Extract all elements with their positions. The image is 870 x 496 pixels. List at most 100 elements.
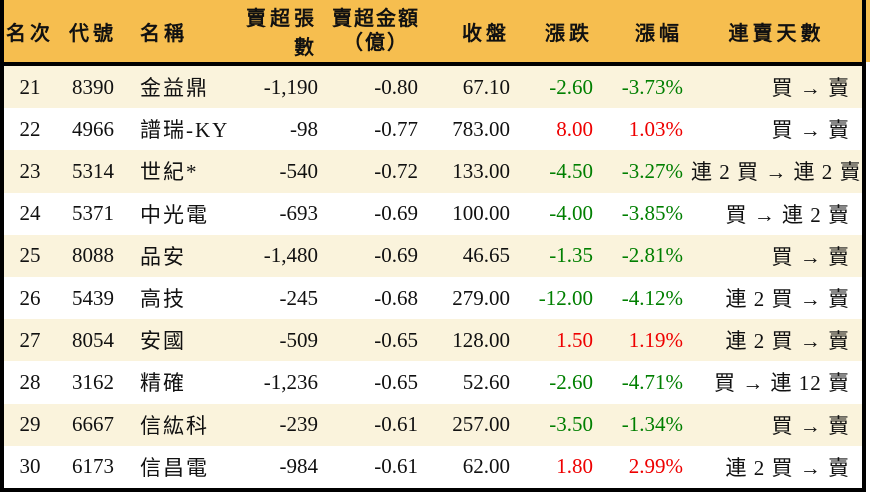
cell-name: 金益鼎 bbox=[140, 76, 209, 101]
cell-rank: 26 bbox=[19, 285, 41, 310]
cell-sell-volume: -1,480 bbox=[263, 243, 318, 268]
cell-close: 783.00 bbox=[452, 116, 510, 141]
cell-change: -4.50 bbox=[549, 158, 593, 183]
table-row: 25 8088 品安 -1,480 -0.69 46.65 -1.35 -2.8… bbox=[4, 234, 862, 277]
cell-streak: 連 2 買 → 賣 bbox=[725, 455, 850, 480]
table-row: 27 8054 安國 -509 -0.65 128.00 1.50 1.19% … bbox=[4, 319, 862, 362]
column-header-sell-amount-line1: 賣超金額 bbox=[332, 8, 420, 30]
table-row: 29 6667 信紘科 -239 -0.61 257.00 -3.50 -1.3… bbox=[4, 403, 862, 446]
table-row: 26 5439 高技 -245 -0.68 279.00 -12.00 -4.1… bbox=[4, 276, 862, 320]
cell-code: 4966 bbox=[72, 116, 114, 141]
cell-change: 1.50 bbox=[556, 327, 593, 352]
cell-close: 62.00 bbox=[462, 454, 510, 479]
cell-close: 257.00 bbox=[452, 412, 510, 437]
cell-change-pct: 1.03% bbox=[628, 116, 683, 141]
cell-close: 67.10 bbox=[462, 74, 510, 99]
cell-change: 1.80 bbox=[556, 454, 593, 479]
table-row: 21 8390 金益鼎 -1,190 -0.80 67.10 -2.60 -3.… bbox=[4, 66, 862, 109]
column-header-close: 收盤 bbox=[462, 22, 510, 45]
column-header-change-pct: 漲幅 bbox=[635, 22, 683, 45]
cell-rank: 22 bbox=[19, 116, 41, 141]
table-row: 24 5371 中光電 -693 -0.69 100.00 -4.00 -3.8… bbox=[4, 192, 862, 235]
cell-change: -1.35 bbox=[549, 243, 593, 268]
cell-streak: 連 2 買 → 連 2 賣 bbox=[691, 160, 862, 185]
cell-sell-volume: -239 bbox=[279, 412, 319, 437]
cell-sell-volume: -98 bbox=[290, 116, 318, 141]
column-header-rank: 名次 bbox=[6, 22, 54, 45]
cell-change-pct: 1.19% bbox=[628, 327, 683, 352]
cell-name: 世紀* bbox=[140, 160, 199, 185]
cell-streak: 買 → 賣 bbox=[771, 76, 850, 101]
cell-name: 中光電 bbox=[140, 202, 209, 227]
column-header-sell-amount: 賣超金額 （億） bbox=[326, 7, 426, 55]
cell-sell-amount: -0.61 bbox=[374, 412, 418, 437]
cell-sell-volume: -509 bbox=[279, 327, 319, 352]
cell-code: 8054 bbox=[72, 327, 114, 352]
cell-change-pct: -1.34% bbox=[621, 412, 683, 437]
column-header-name: 名稱 bbox=[140, 22, 188, 45]
cell-sell-amount: -0.68 bbox=[374, 285, 418, 310]
cell-close: 128.00 bbox=[452, 327, 510, 352]
cell-change-pct: -3.85% bbox=[621, 201, 683, 226]
cell-sell-volume: -984 bbox=[279, 454, 319, 479]
cell-streak: 連 2 買 → 賣 bbox=[725, 287, 850, 312]
cell-change: -12.00 bbox=[538, 285, 593, 310]
cell-code: 8088 bbox=[72, 243, 114, 268]
cell-name: 品安 bbox=[140, 244, 186, 269]
cell-rank: 25 bbox=[19, 243, 41, 268]
cell-close: 279.00 bbox=[452, 285, 510, 310]
cell-sell-amount: -0.61 bbox=[374, 454, 418, 479]
cell-code: 6667 bbox=[72, 412, 114, 437]
column-header-code: 代號 bbox=[69, 22, 117, 45]
cell-streak: 買 → 賣 bbox=[771, 413, 850, 438]
cell-name: 高技 bbox=[140, 287, 186, 312]
cell-rank: 27 bbox=[19, 327, 41, 352]
cell-sell-amount: -0.69 bbox=[374, 243, 418, 268]
cell-change: -4.00 bbox=[549, 201, 593, 226]
cell-streak: 連 2 買 → 賣 bbox=[725, 329, 850, 354]
cell-code: 5314 bbox=[72, 158, 114, 183]
table-row: 30 6173 信昌電 -984 -0.61 62.00 1.80 2.99% … bbox=[4, 445, 862, 488]
cell-rank: 24 bbox=[19, 201, 41, 226]
column-header-streak: 連賣天數 bbox=[728, 22, 825, 45]
column-header-sell-amount-line2: （億） bbox=[343, 32, 409, 54]
cell-streak: 買 → 賣 bbox=[771, 118, 850, 143]
cell-streak: 買 → 連 2 賣 bbox=[725, 202, 850, 227]
cell-change-pct: -3.73% bbox=[621, 74, 683, 99]
cell-sell-volume: -540 bbox=[279, 158, 319, 183]
cell-change: -3.50 bbox=[549, 412, 593, 437]
table-row: 23 5314 世紀* -540 -0.72 133.00 -4.50 -3.2… bbox=[4, 150, 862, 193]
cell-rank: 30 bbox=[19, 454, 41, 479]
cell-change-pct: -4.71% bbox=[621, 369, 683, 394]
cell-sell-amount: -0.65 bbox=[374, 369, 418, 394]
cell-close: 52.60 bbox=[462, 369, 510, 394]
cell-sell-amount: -0.69 bbox=[374, 201, 418, 226]
cell-change: -2.60 bbox=[549, 369, 593, 394]
cell-change: -2.60 bbox=[549, 74, 593, 99]
cell-rank: 21 bbox=[19, 74, 41, 99]
column-header-sell-volume: 賣超張數 bbox=[246, 8, 318, 59]
table-header-row: 名次 代號 名稱 賣超張數 賣超金額 （億） 收盤 漲跌 漲幅 連賣天數 bbox=[0, 0, 870, 62]
cell-name: 譜瑞-KY bbox=[140, 118, 230, 143]
column-header-change: 漲跌 bbox=[545, 22, 593, 45]
cell-close: 46.65 bbox=[462, 243, 510, 268]
cell-sell-amount: -0.77 bbox=[374, 116, 418, 141]
cell-change-pct: 2.99% bbox=[628, 454, 683, 479]
cell-change-pct: -3.27% bbox=[621, 158, 683, 183]
cell-sell-volume: -1,236 bbox=[263, 369, 318, 394]
cell-name: 信昌電 bbox=[140, 455, 209, 480]
cell-sell-volume: -693 bbox=[279, 201, 319, 226]
cell-change: 8.00 bbox=[556, 116, 593, 141]
cell-rank: 29 bbox=[19, 412, 41, 437]
cell-sell-volume: -245 bbox=[279, 285, 319, 310]
cell-name: 信紘科 bbox=[140, 413, 209, 438]
cell-streak: 買 → 連 12 賣 bbox=[714, 371, 850, 396]
cell-sell-volume: -1,190 bbox=[263, 74, 318, 99]
cell-sell-amount: -0.72 bbox=[374, 158, 418, 183]
cell-change-pct: -2.81% bbox=[621, 243, 683, 268]
cell-name: 精確 bbox=[140, 371, 186, 396]
cell-rank: 23 bbox=[19, 158, 41, 183]
cell-code: 3162 bbox=[72, 369, 114, 394]
